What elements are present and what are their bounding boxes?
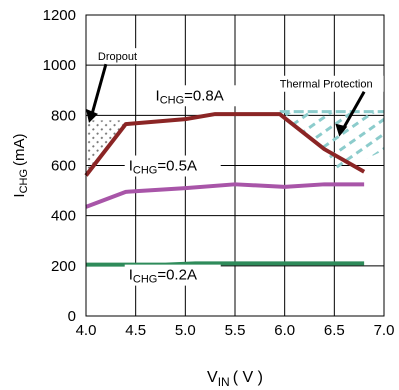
- x-axis-label-main: V: [207, 369, 218, 386]
- series-label-1: ICHG=0.5A: [129, 158, 197, 177]
- y-tick-label: 600: [51, 158, 76, 175]
- series-label-main: I: [129, 267, 133, 284]
- thermal-protection-label: Thermal Protection: [280, 79, 373, 91]
- dropout-arrow-head: [85, 108, 98, 123]
- series-label-bg: [124, 155, 221, 177]
- thermal-arrow-line: [340, 91, 366, 132]
- y-tick-label: 1000: [43, 57, 76, 74]
- x-tick-label: 4.5: [125, 322, 146, 339]
- x-tick-label: 6.0: [274, 322, 295, 339]
- y-axis-label: ICHG (mA): [11, 133, 30, 197]
- series-label-bg: [151, 85, 248, 107]
- x-axis-label-sub: IN: [218, 375, 230, 389]
- labels: 0 200 400 600 800 1000 1200 4.0 4.5 5.0 5.5 6.0 6.5 7…: [11, 7, 394, 389]
- series-label-value: =0.8A: [184, 87, 224, 104]
- plot-frame: [85, 14, 385, 317]
- y-tick-label: 200: [51, 258, 76, 275]
- x-tick-label: 4.0: [76, 322, 97, 339]
- x-axis-label-unit: ( V ): [233, 369, 263, 386]
- thermal-arrow-head: [335, 123, 348, 137]
- x-axis-label: VIN( V ): [207, 369, 263, 389]
- dropout-label-bg: [93, 48, 144, 65]
- series-label-2: ICHG=0.2A: [129, 267, 197, 286]
- thermal-label-bg: [277, 75, 384, 92]
- dropout-arrow-line: [89, 63, 108, 119]
- y-tick-label: 800: [51, 107, 76, 124]
- series-label-main: I: [129, 158, 133, 175]
- x-tick-label: 7.0: [374, 322, 395, 339]
- series-line-2: [86, 261, 365, 267]
- series-label-value: =0.2A: [157, 267, 197, 284]
- x-tick-label: 6.5: [324, 322, 345, 339]
- series-label-0: ICHG=0.8A: [156, 87, 224, 106]
- series-label-bg: [124, 264, 221, 286]
- dropout-label: Dropout: [98, 51, 137, 63]
- series-label-sub: CHG: [133, 274, 157, 286]
- series-label-main: I: [156, 87, 160, 104]
- y-tick-label: 400: [51, 208, 76, 225]
- y-tick-label: 0: [68, 308, 76, 325]
- series-label-value: =0.5A: [157, 158, 197, 175]
- series-lines: [84, 112, 366, 267]
- series-label-sub: CHG: [133, 165, 157, 177]
- series-line-0: [84, 112, 366, 177]
- x-tick-label: 5.0: [175, 322, 196, 339]
- y-tick-label: 1200: [43, 7, 76, 24]
- series-line-1: [85, 182, 365, 209]
- thermal-protection-region: [279, 112, 384, 172]
- y-axis-label-sub: CHG: [18, 169, 30, 193]
- y-axis-label-unit: (mA): [11, 133, 28, 166]
- series-label-sub: CHG: [160, 94, 184, 106]
- axes: [85, 14, 385, 317]
- x-tick-label: 5.5: [225, 322, 246, 339]
- y-axis-label-main: I: [11, 193, 28, 197]
